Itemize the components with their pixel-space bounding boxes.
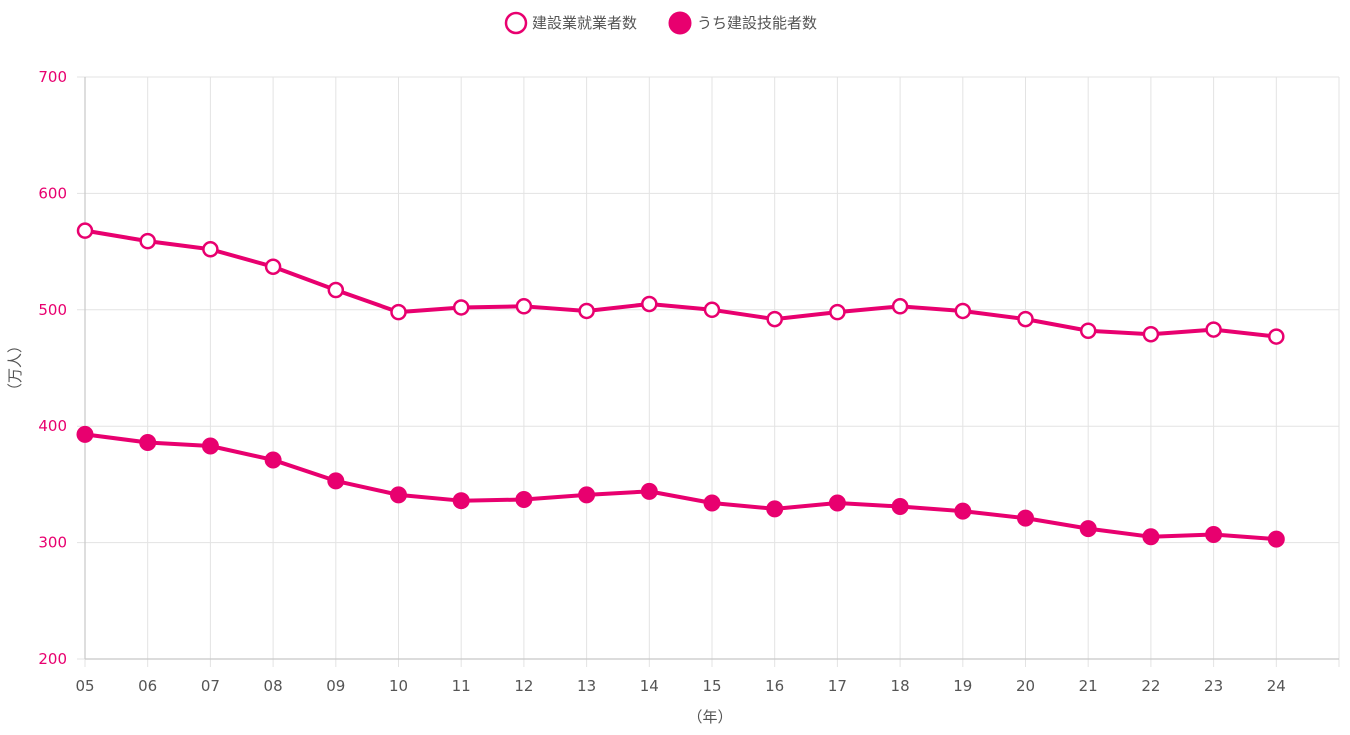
legend-item: 建設業就業者数 — [504, 11, 637, 35]
data-point — [578, 302, 595, 320]
axes — [84, 77, 1339, 660]
series-group — [76, 222, 1285, 548]
data-point — [829, 303, 846, 321]
data-point — [828, 494, 846, 512]
x-tick-label: 13 — [577, 677, 596, 695]
data-point — [766, 310, 783, 328]
x-tick-label: 11 — [452, 677, 471, 695]
y-tick-label: 500 — [38, 301, 67, 319]
y-tick-label: 600 — [38, 184, 67, 202]
x-tick-label: 24 — [1267, 677, 1286, 695]
data-point — [1205, 321, 1222, 338]
data-point — [1017, 310, 1034, 328]
data-point — [390, 303, 407, 321]
data-point — [641, 295, 658, 313]
data-point — [954, 502, 972, 520]
data-point — [515, 491, 533, 509]
series-2 — [76, 425, 1285, 548]
x-tick-label: 09 — [326, 677, 345, 695]
data-point — [1267, 530, 1285, 548]
x-axis-label: （年） — [687, 708, 732, 726]
data-point — [515, 298, 533, 315]
data-point — [766, 500, 784, 518]
legend-marker — [504, 11, 528, 35]
data-point — [139, 433, 157, 451]
data-point — [640, 482, 658, 500]
y-tick-label: 400 — [38, 417, 67, 435]
x-tick-label: 23 — [1204, 677, 1223, 695]
y-tick-label: 200 — [38, 650, 67, 668]
series-1 — [76, 222, 1285, 345]
x-tick-label: 18 — [891, 677, 910, 695]
data-point — [703, 494, 721, 512]
data-point — [1079, 322, 1097, 340]
x-tick-label: 22 — [1141, 677, 1160, 695]
data-point — [327, 281, 345, 299]
y-axis-label: （万人） — [6, 338, 24, 398]
legend-item: うち建設技能者数 — [668, 11, 817, 35]
data-point — [891, 298, 909, 315]
legend: 建設業就業者数 うち建設技能者数 — [504, 11, 817, 35]
series-line — [83, 432, 1279, 542]
data-point — [327, 472, 345, 490]
x-tick-label: 10 — [389, 677, 408, 695]
data-point — [452, 299, 470, 316]
data-point — [954, 302, 972, 320]
y-tick-label: 700 — [38, 68, 67, 86]
data-point — [578, 486, 596, 504]
data-point — [76, 222, 94, 239]
x-tick-label: 05 — [75, 677, 94, 695]
x-tick-label: 15 — [702, 677, 721, 695]
data-point — [202, 241, 219, 258]
y-axis-ticks: 200 300 400 500 600 700 — [38, 68, 67, 668]
data-point — [891, 498, 909, 516]
x-tick-label: 07 — [201, 677, 220, 695]
data-point — [1142, 528, 1160, 546]
data-point — [264, 451, 282, 469]
grid — [77, 76, 1340, 667]
x-tick-label: 21 — [1079, 677, 1098, 695]
legend-label: うち建設技能者数 — [697, 14, 817, 32]
x-tick-label: 06 — [138, 677, 157, 695]
data-point — [76, 425, 94, 443]
y-tick-label: 300 — [38, 534, 67, 552]
x-tick-label: 08 — [264, 677, 283, 695]
data-point — [1017, 509, 1034, 527]
data-point — [390, 486, 407, 504]
x-tick-label: 17 — [828, 677, 847, 695]
data-point — [452, 492, 470, 510]
data-point — [264, 258, 282, 275]
data-point — [1268, 328, 1285, 345]
data-point — [1142, 325, 1160, 343]
data-point — [1205, 525, 1223, 543]
legend-label: 建設業就業者数 — [532, 14, 637, 32]
data-point — [201, 437, 219, 455]
x-tick-label: 16 — [765, 677, 784, 695]
series-line — [83, 228, 1279, 339]
x-tick-label: 20 — [1016, 677, 1035, 695]
x-tick-label: 19 — [953, 677, 972, 695]
data-point — [703, 301, 721, 319]
legend-marker — [668, 11, 692, 35]
data-point — [139, 232, 156, 250]
x-axis-ticks: 05 06 07 08 09 10 11 12 13 14 15 16 17 18 19 20 21 22 23 24 — [75, 677, 1285, 695]
x-tick-label: 14 — [640, 677, 659, 695]
data-point — [1079, 520, 1097, 538]
x-tick-label: 12 — [514, 677, 533, 695]
